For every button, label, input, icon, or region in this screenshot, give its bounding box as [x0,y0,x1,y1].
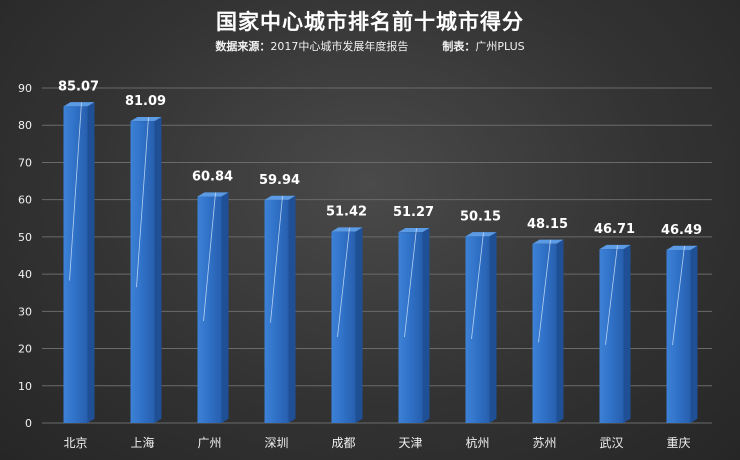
bar-top-face [532,239,564,244]
x-category-label: 广州 [197,436,221,450]
bar-top-face [599,244,631,250]
bar-top-face [465,232,497,237]
bar-front-face [130,121,155,423]
bar-side-face [288,195,296,423]
x-category-label: 上海 [130,435,154,450]
y-tick-label: 0 [25,417,32,430]
data-label-leader [203,192,216,322]
y-tick-label: 10 [18,380,32,393]
data-label: 48.15 [527,217,568,232]
bar-top-face [264,195,296,200]
bar-6 [398,227,430,423]
bar-5 [331,227,363,423]
bar-side-face [87,102,95,423]
bar-4 [264,195,296,423]
data-label: 59.94 [259,173,300,188]
bar-10 [666,245,698,423]
bar-front-face [465,236,490,423]
chart-title: 国家中心城市排名前十城市得分 [216,9,524,34]
data-label: 46.49 [661,223,702,238]
x-category-label: 武汉 [599,436,623,450]
bar-top-face [130,116,162,122]
bar-top-face [398,227,430,233]
x-category-label: 深圳 [264,436,288,450]
x-category-label: 杭州 [465,435,489,450]
data-label: 51.42 [326,205,367,220]
data-label-leader [672,245,685,346]
data-label-leader [69,102,82,281]
bar-front-face [599,249,624,423]
y-tick-label: 20 [18,343,32,356]
chart-subtitle: 数据来源：2017中心城市发展年度报告 制表：广州PLUS [0,38,740,54]
data-label-leader [404,228,417,338]
bar-top-face [666,245,698,250]
data-label-leader [337,227,350,337]
bar-9 [599,244,631,423]
bar-3 [197,192,229,423]
y-tick-label: 80 [18,119,32,132]
bar-front-face [197,196,222,423]
bar-2 [130,116,162,423]
bar-front-face [532,243,557,423]
bar-front-face [331,231,356,423]
bar-side-face [690,245,698,423]
data-label: 51.27 [393,205,434,220]
x-category-label: 天津 [398,436,422,450]
bar-front-face [666,249,691,423]
bar-top-face [63,102,95,107]
data-label: 46.71 [594,222,635,237]
source-value: 2017中心城市发展年度报告 [270,40,409,53]
y-tick-label: 70 [18,156,32,169]
maker-label: 制表： [442,40,476,53]
x-category-label: 苏州 [532,436,556,450]
bar-7 [465,232,497,423]
bar-side-face [556,239,564,423]
bar-side-face [221,192,229,423]
bar-side-face [355,227,363,423]
data-label: 50.15 [460,209,501,224]
y-tick-label: 60 [18,194,32,207]
data-label-leader [538,239,551,343]
source-label: 数据来源： [215,40,271,53]
y-tick-label: 30 [18,305,32,318]
data-label: 85.07 [58,79,99,94]
data-label-leader [270,195,283,323]
data-label: 60.84 [192,170,233,185]
bar-front-face [63,106,88,423]
x-category-label: 北京 [63,436,87,450]
bar-1 [63,102,95,423]
x-category-label: 成都 [331,436,355,450]
y-tick-label: 50 [18,231,32,244]
data-label-leader [605,245,618,345]
bar-8 [532,239,564,423]
x-category-label: 重庆 [666,436,690,450]
bar-front-face [398,232,423,423]
bar-top-face [331,227,363,232]
bar-top-face [197,192,229,197]
y-tick-label: 90 [18,82,32,95]
bar-side-face [623,244,631,423]
data-label-leader [471,232,484,340]
maker-value: 广州PLUS [475,40,525,53]
y-tick-label: 40 [18,268,32,281]
bar-front-face [264,199,289,423]
bar-side-face [422,227,430,423]
bar-side-face [154,116,162,423]
data-label-leader [136,117,149,288]
data-label: 81.09 [125,94,166,109]
bar-side-face [489,232,497,423]
